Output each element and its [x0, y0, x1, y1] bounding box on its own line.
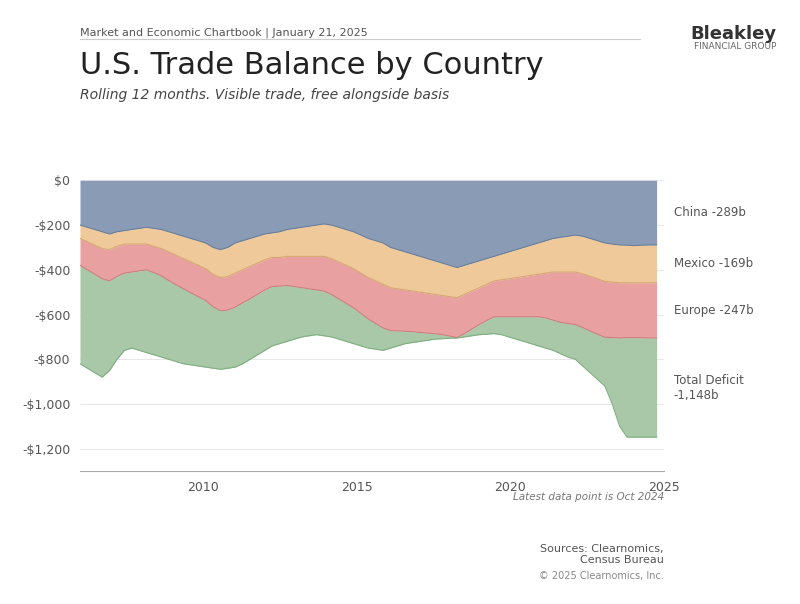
- Text: U.S. Trade Balance by Country: U.S. Trade Balance by Country: [80, 51, 544, 80]
- Text: Mexico -169b: Mexico -169b: [674, 257, 753, 271]
- Text: Latest data point is Oct 2024: Latest data point is Oct 2024: [513, 492, 664, 503]
- Text: FINANCIAL GROUP: FINANCIAL GROUP: [694, 42, 776, 51]
- Text: Bleakley: Bleakley: [690, 25, 776, 43]
- Text: Rolling 12 months. Visible trade, free alongside basis: Rolling 12 months. Visible trade, free a…: [80, 88, 450, 101]
- Text: © 2025 Clearnomics, Inc.: © 2025 Clearnomics, Inc.: [539, 571, 664, 581]
- Text: Europe -247b: Europe -247b: [674, 304, 754, 317]
- Text: Total Deficit
-1,148b: Total Deficit -1,148b: [674, 373, 743, 402]
- Text: Sources: Clearnomics,
Census Bureau: Sources: Clearnomics, Census Bureau: [541, 544, 664, 565]
- Text: China -289b: China -289b: [674, 206, 746, 219]
- Text: Market and Economic Chartbook | January 21, 2025: Market and Economic Chartbook | January …: [80, 27, 368, 37]
